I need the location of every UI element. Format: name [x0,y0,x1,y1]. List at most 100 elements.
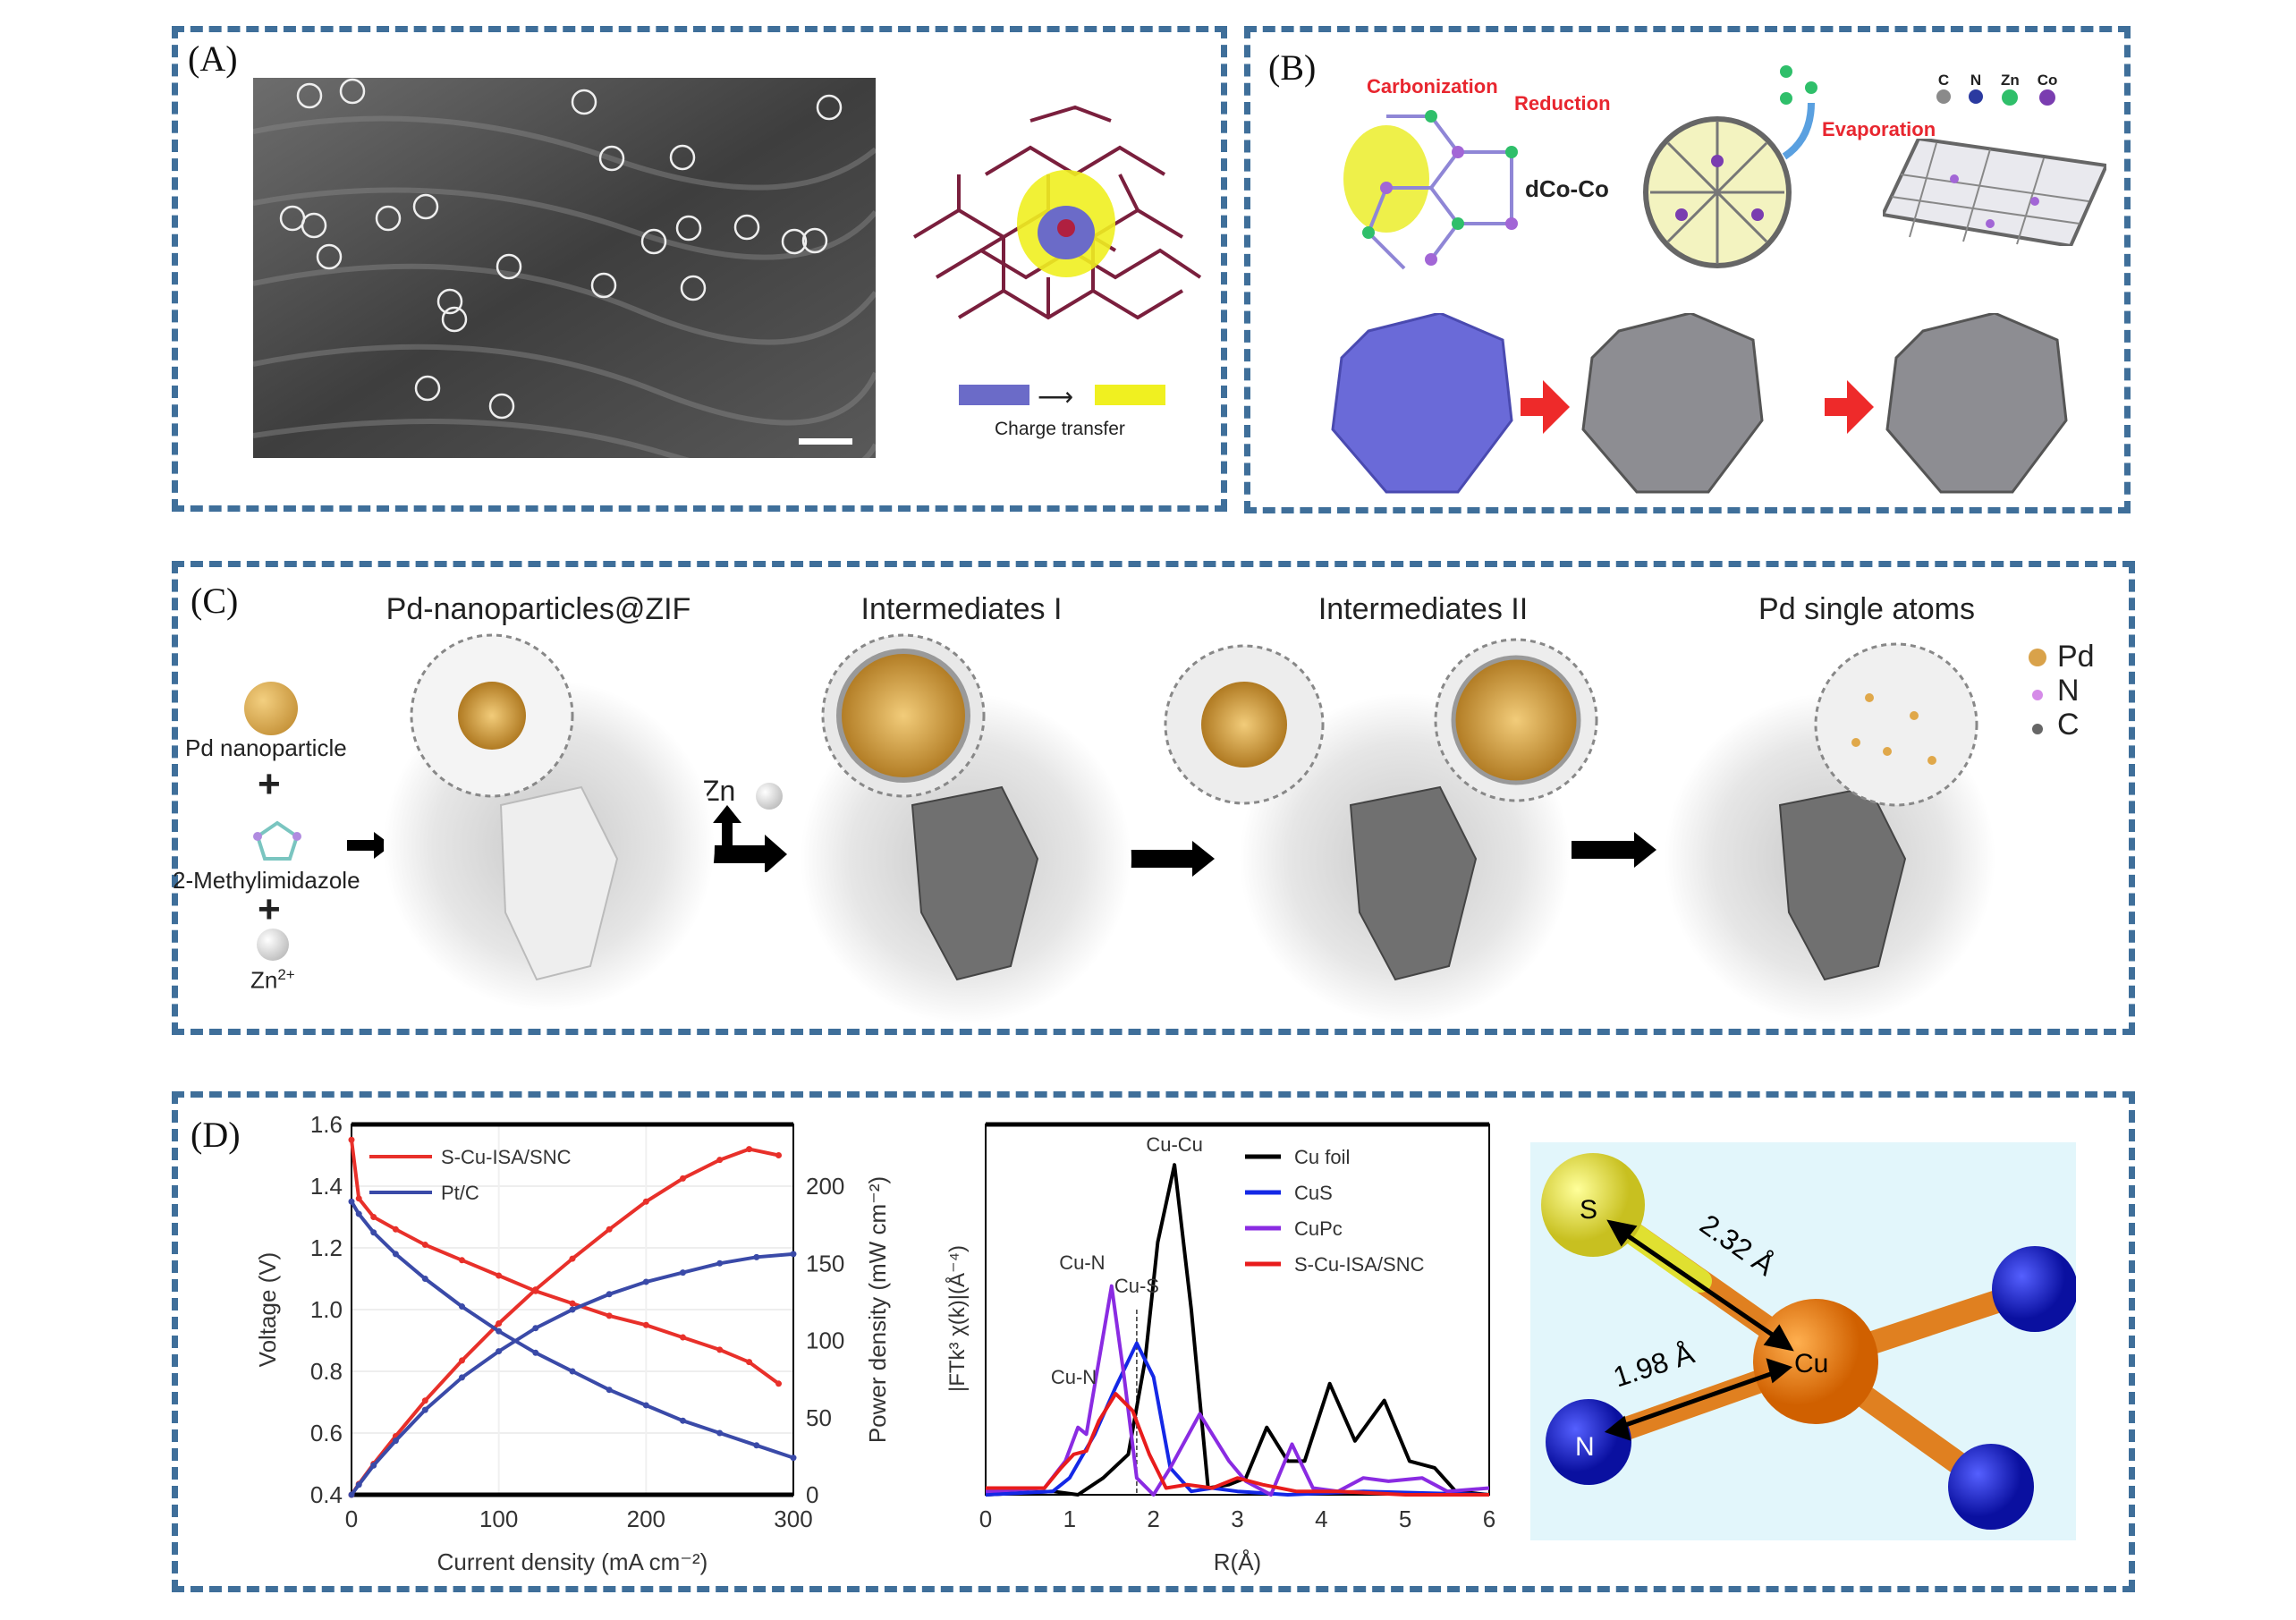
evaporating-zinc-icon [1780,65,1817,160]
panel-c-label: (C) [191,581,239,621]
power-point [392,1438,399,1445]
legend-item-pd: Pd [2029,640,2095,674]
legend-item-co: Co [2038,72,2057,106]
voltage-point [680,1417,686,1424]
peak-annotation: Cu-Cu [1146,1133,1203,1156]
power-point [532,1325,539,1332]
power-line-0 [350,1147,779,1497]
x-tick-label: 5 [1399,1505,1411,1532]
element-legend: C N Zn Co [1936,72,2057,106]
y2-tick-label: 0 [806,1481,818,1508]
power-point [421,1397,428,1404]
x-tick-label: 2 [1147,1505,1159,1532]
voltage-point [459,1257,465,1264]
power-point [355,1481,362,1489]
voltage-point [496,1272,503,1279]
red-arrow-icon [1825,380,1874,434]
power-point [680,1175,686,1182]
power-point [746,1146,753,1153]
zn-ion-label: Zn2+ [250,966,295,994]
power-point [569,1306,576,1313]
power-point [348,1491,355,1498]
voltage-point [716,1429,724,1437]
peak-annotation: Cu-N [1051,1366,1097,1388]
atom-legend: Pd N C [2029,640,2095,742]
x-tick-label: 300 [774,1505,812,1532]
zif-framework-illustration [1343,110,1518,270]
arrow-right-icon [347,832,392,859]
s-atom-label: S [1580,1195,1597,1225]
single-atom-markers [279,78,843,420]
cu-s-n-structure: S Cu N 2.32 Å 1.98 Å [1530,1142,2076,1540]
x-axis-label: R(Å) [1214,1548,1261,1575]
power-point [680,1269,686,1276]
legend-label: Cu foil [1294,1146,1350,1168]
evaporation-label: Evaporation [1822,118,1936,140]
voltage-point [348,1198,355,1205]
stage-title-2: Intermediates I [860,592,1063,626]
zn-atom-sphere [756,783,783,810]
imidazole-molecule-icon [253,820,301,861]
power-point [421,1406,428,1413]
voltage-point [348,1136,355,1143]
y-tick-label: 1.6 [310,1111,343,1138]
voltage-line-0 [350,1140,780,1386]
y-tick-label: 0.6 [310,1420,343,1446]
x-axis-label: Current density (mA cm⁻²) [437,1548,708,1575]
methylimidazole-label: 2-Methylimidazole [173,867,360,894]
y2-axis-label: Power density (mW cm⁻²) [864,1176,891,1443]
x-tick-label: 0 [345,1505,358,1532]
voltage-point [746,1359,753,1366]
voltage-point [496,1327,503,1335]
y-tick-label: 1.0 [310,1296,343,1323]
stage-title-1: Pd-nanoparticles@ZIF [385,592,691,626]
voltage-point [753,1442,760,1449]
series-line-3 [986,1392,1489,1497]
y2-tick-label: 150 [806,1250,844,1276]
power-point [790,1251,797,1258]
peak-annotation: Cu-N [1059,1251,1105,1274]
voltage-point [370,1214,377,1220]
red-arrow-icon [1521,380,1570,434]
voltage-point [392,1226,399,1233]
y-tick-label: 1.4 [310,1173,343,1200]
legend-item-c: C [1936,72,1951,106]
dodecahedron-row [1331,313,2068,494]
series-line-2 [985,1284,1490,1497]
y2-tick-label: 200 [806,1173,844,1200]
charge-accumulation-swatch [1095,385,1165,405]
legend-label: S-Cu-ISA/SNC [441,1146,572,1168]
y-tick-label: 0.4 [310,1481,343,1508]
peak-annotation: Cu-S [1114,1275,1159,1297]
y2-tick-label: 100 [806,1327,844,1354]
carbonization-label: Carbonization [1367,75,1498,98]
power-point [532,1286,539,1293]
n-atom-label: N [1575,1432,1595,1462]
pd-nanoparticle-sphere [244,682,298,735]
voltage-point [642,1321,649,1328]
zn-release-arrow-icon [702,805,787,872]
plot-frame [985,1124,1490,1496]
n-atom [1546,1399,1631,1485]
voltage-point [355,1195,362,1202]
x-tick-label: 3 [1231,1505,1243,1532]
series-line-1 [985,1341,1490,1497]
voltage-point [606,1312,613,1319]
zn-label: Zn [702,775,736,807]
legend-item-zn: Zn [2001,72,2020,106]
plus-sign: + [258,762,281,806]
power-point [496,1320,503,1327]
legend-label: CuS [1294,1182,1333,1204]
voltage-point [421,1242,428,1249]
exafs-chart: 0 1 2 3 4 5 6 Cu foil CuS CuPc S-Cu-ISA/SNC Cu-Cu Cu… [945,1122,1495,1575]
series-line-0 [985,1163,1490,1497]
tem-image [253,78,876,458]
legend-item-n: N [1969,72,1983,106]
power-point [775,1152,783,1158]
charge-transfer-label: Charge transfer [995,419,1125,439]
power-point [753,1253,760,1260]
y-axis-label: Voltage (V) [254,1252,281,1368]
graphene-sheet-illustration [1883,139,2106,246]
power-point [606,1226,613,1233]
arrow-right-icon [1572,832,1656,868]
